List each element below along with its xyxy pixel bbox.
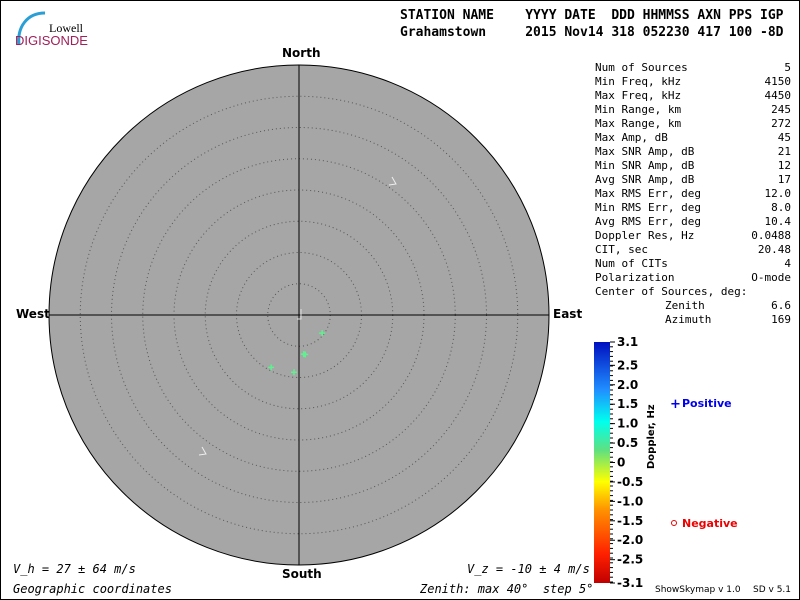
colorbar-tick-label: 0 xyxy=(617,456,625,470)
stat-row: Num of Sources 5 xyxy=(595,61,791,74)
colorbar-tick-label: 3.1 xyxy=(617,335,638,349)
stat-value: 8.0 xyxy=(771,201,791,214)
colorbar-tick-label: -1.5 xyxy=(617,514,643,528)
stat-label: Num of Sources xyxy=(595,61,688,74)
stat-label: Min Freq, kHz xyxy=(595,75,682,88)
stat-label: CIT, sec xyxy=(595,243,648,256)
stat-row: Max RMS Err, deg 12.0 xyxy=(595,187,791,200)
center-title: Center of Sources, deg: xyxy=(595,285,748,298)
center-azimuth: Azimuth 169 xyxy=(665,313,791,326)
stat-row: Min RMS Err, deg 8.0 xyxy=(595,201,791,214)
center-marker xyxy=(297,309,302,320)
stat-value: 245 xyxy=(771,103,791,116)
stat-row: Max Range, km 272 xyxy=(595,117,791,130)
stat-row: Max Freq, kHz 4450 xyxy=(595,89,791,102)
legend-negative: Negative xyxy=(682,517,738,530)
stat-row: Avg RMS Err, deg 10.4 xyxy=(595,215,791,228)
stat-label: Min Range, km xyxy=(595,103,682,116)
stat-row: Avg SNR Amp, dB 17 xyxy=(595,173,791,186)
stat-label: Max Freq, kHz xyxy=(595,89,682,102)
coordinate-system: Geographic coordinates xyxy=(13,582,172,596)
header-values: Grahamstown 2015 Nov14 318 052230 417 10… xyxy=(400,25,784,40)
colorbar-label: Doppler, Hz xyxy=(646,404,657,469)
colorbar-tick-label: -2.5 xyxy=(617,553,643,567)
stat-label: Avg RMS Err, deg xyxy=(595,215,701,228)
colorbar-tick-label: 0.5 xyxy=(617,436,638,450)
west-label: West xyxy=(16,307,50,321)
stat-value: 0.0488 xyxy=(751,229,791,242)
east-label: East xyxy=(553,307,583,321)
stat-row: Max Amp, dB 45 xyxy=(595,131,791,144)
north-label: North xyxy=(282,46,321,60)
digisonde-logo xyxy=(17,11,46,46)
colorbar-tick-label: 1.0 xyxy=(617,417,638,431)
stat-value: 4 xyxy=(784,257,791,270)
colorbar-tick-label: 1.5 xyxy=(617,397,638,411)
stat-row: Polarization O-mode xyxy=(595,271,791,284)
stat-value: 12.0 xyxy=(764,187,792,200)
stat-row: Min Freq, kHz 4150 xyxy=(595,75,791,88)
stat-row: Max SNR Amp, dB 21 xyxy=(595,145,791,158)
colorbar-tick-label: -3.1 xyxy=(617,576,643,590)
colorbar-tick-label: -2.0 xyxy=(617,533,643,547)
stat-value: 10.4 xyxy=(764,215,792,228)
stat-row: Doppler Res, Hz 0.0488 xyxy=(595,229,791,242)
positive-plus-icon: + xyxy=(670,397,681,412)
stat-label: Doppler Res, Hz xyxy=(595,229,695,242)
colorbar-tick-label: -1.0 xyxy=(617,494,643,508)
version-text: ShowSkymap v 1.0 xyxy=(655,585,741,595)
stat-value: 4150 xyxy=(764,75,792,88)
negative-circle-icon xyxy=(671,520,677,526)
stat-row: Min SNR Amp, dB 12 xyxy=(595,159,791,172)
stat-label: Min RMS Err, deg xyxy=(595,201,701,214)
zenith-scale: Zenith: max 40° step 5° xyxy=(420,582,594,596)
stat-label: Max Range, km xyxy=(595,117,682,130)
velocity-marker xyxy=(198,176,397,456)
colorbar-tick-label: 2.5 xyxy=(617,358,638,372)
colorbar-tick-label: -0.5 xyxy=(617,475,643,489)
source-point xyxy=(300,351,307,358)
stat-label: Avg SNR Amp, dB xyxy=(595,173,695,186)
stat-value: 4450 xyxy=(764,89,792,102)
stat-row: Num of CITs 4 xyxy=(595,257,791,270)
center-zenith: Zenith 6.6 xyxy=(665,299,791,312)
stat-value: 12 xyxy=(777,159,791,172)
stat-value: 272 xyxy=(771,117,791,130)
stat-value: 45 xyxy=(777,131,791,144)
header-columns: STATION NAME YYYY DATE DDD HHMMSS AXN PP… xyxy=(400,8,784,23)
stat-value: 21 xyxy=(777,145,791,158)
legend-positive: Positive xyxy=(682,397,732,410)
stat-label: Max RMS Err, deg xyxy=(595,187,701,200)
stat-row: Min Range, km 245 xyxy=(595,103,791,116)
stat-value: 17 xyxy=(777,173,791,186)
source-point xyxy=(290,369,297,376)
stat-label: Polarization xyxy=(595,271,675,284)
logo-text: Lowell xyxy=(49,21,83,35)
version-text: SD v 5.1 xyxy=(753,585,792,595)
stat-value: 20.48 xyxy=(757,243,791,256)
stat-row: CIT, sec 20.48 xyxy=(595,243,791,256)
horizontal-velocity: V_h = 27 ± 64 m/s xyxy=(13,562,136,576)
south-label: South xyxy=(282,567,322,581)
source-point xyxy=(268,364,275,371)
colorbar xyxy=(594,342,610,583)
logo-text: DIGISONDE xyxy=(15,33,88,48)
stat-value: O-mode xyxy=(751,271,791,284)
vertical-velocity: V_z = -10 ± 4 m/s xyxy=(467,562,590,576)
stat-label: Min SNR Amp, dB xyxy=(595,159,695,172)
stat-label: Max SNR Amp, dB xyxy=(595,145,695,158)
stat-label: Max Amp, dB xyxy=(595,131,668,144)
colorbar-tick-label: 2.0 xyxy=(617,378,638,392)
stat-label: Num of CITs xyxy=(595,257,668,270)
source-point xyxy=(319,330,326,337)
stat-value: 5 xyxy=(784,61,791,74)
